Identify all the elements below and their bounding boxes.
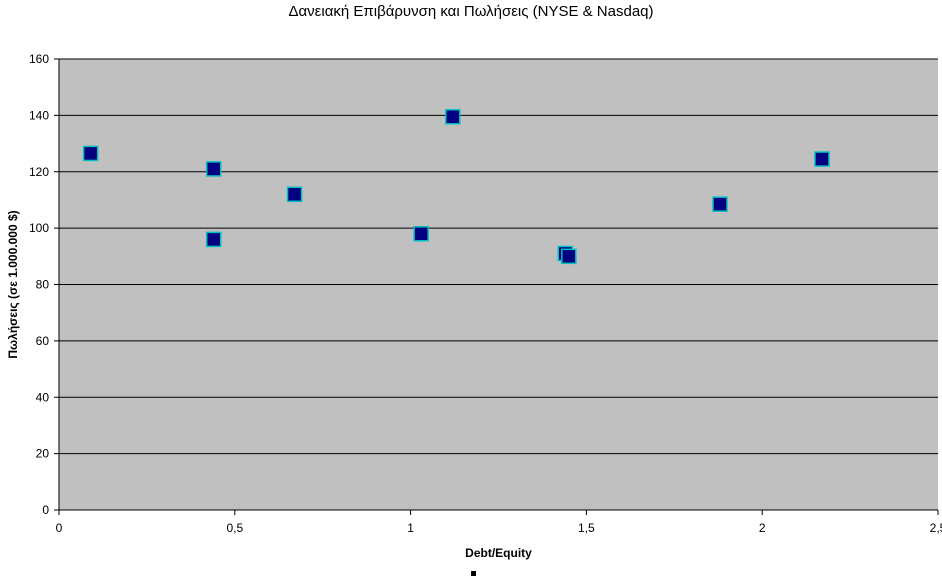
x-axis-ticks: 0 0,5 1 1,5 2 2,5 [56,510,942,535]
y-tick-label: 0 [42,503,49,517]
y-tick-label: 20 [36,447,50,461]
x-axis-title: Debt/Equity [465,546,532,560]
data-point [814,151,830,167]
y-axis-title: Πωλήσεις (σε 1.000.000 $) [6,210,20,358]
data-points [82,109,830,265]
data-point [205,161,222,177]
data-point [286,186,303,203]
data-point [712,196,728,212]
x-tick-label: 1,5 [578,521,595,535]
gridlines [59,58,938,455]
y-tick-label: 80 [36,278,50,292]
y-tick-label: 120 [29,165,49,179]
legend-marker [471,571,476,576]
y-tick-label: 40 [36,390,50,404]
x-tick-label: 2 [759,521,766,535]
y-axis-ticks: 0 20 40 60 80 100 120 140 160 [29,52,59,517]
x-tick-label: 0,5 [226,521,243,535]
y-tick-label: 140 [29,108,49,122]
chart-title: Δανειακή Επιβάρυνση και Πωλήσεις (NYSE &… [288,3,654,20]
data-point [413,226,429,242]
y-tick-label: 100 [29,221,49,235]
y-tick-label: 60 [36,334,50,348]
data-point [205,231,222,248]
x-tick-label: 1 [407,521,414,535]
data-point [82,145,99,162]
x-tick-label: 2,5 [930,521,942,535]
y-tick-label: 160 [29,52,49,66]
x-tick-label: 0 [56,521,63,535]
data-point [445,109,461,125]
data-point [561,248,577,265]
